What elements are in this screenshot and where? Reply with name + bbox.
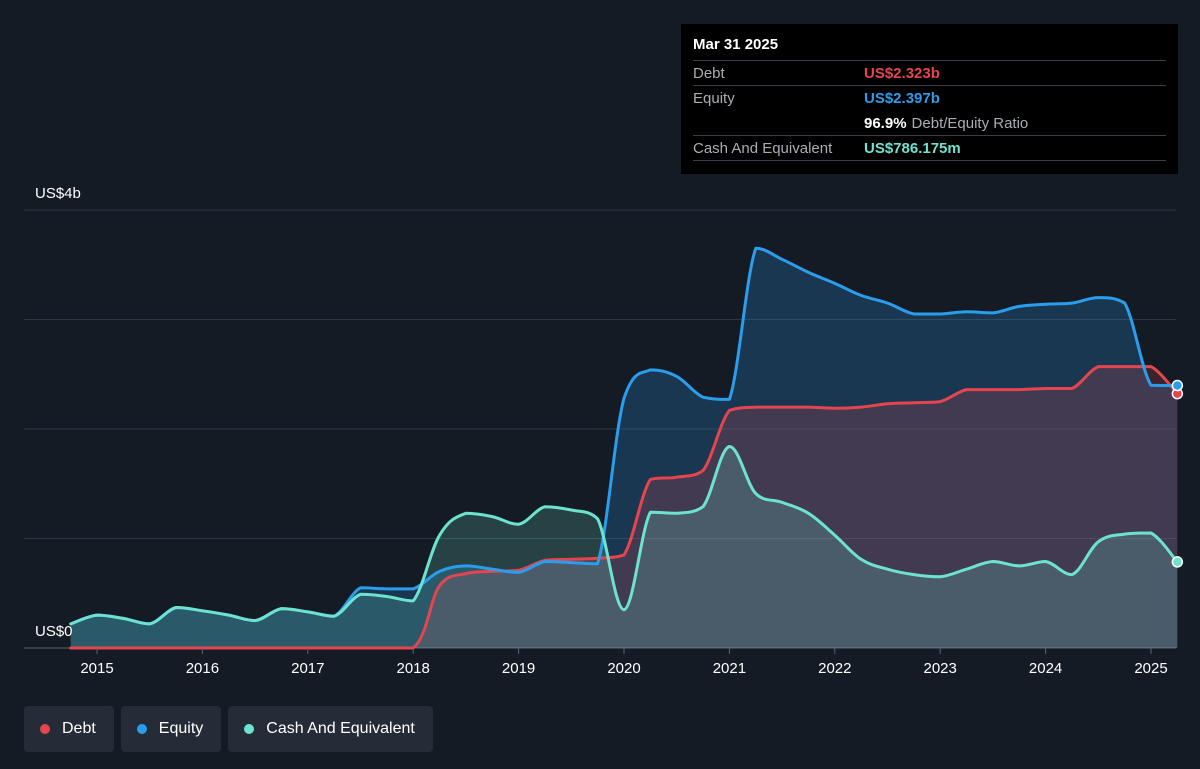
- end-marker-cash-and-equivalent[interactable]: [1171, 556, 1184, 568]
- equity-dot-icon: [136, 724, 147, 734]
- series-lines: [69, 246, 1179, 650]
- legend-label-debt: Debt: [62, 720, 96, 737]
- tooltip-row-cash: Cash And Equivalent US$786.175m: [693, 135, 1166, 161]
- gridlines: [24, 209, 1176, 649]
- x-axis: 2015 2016 2017 2018 2019 2020 2021 2022 2023 2024…: [80, 648, 1168, 677]
- x-tick-label-2021: 2021: [713, 660, 746, 677]
- tooltip-cash-value: US$786.175m: [864, 139, 961, 157]
- end-markers: [1171, 379, 1184, 568]
- legend-item-cash[interactable]: Cash And Equivalent: [228, 706, 433, 752]
- x-tick-label-2015: 2015: [80, 660, 113, 677]
- debt-dot-icon: [40, 724, 50, 734]
- tooltip-row-ratio: 96.9% Debt/Equity Ratio: [693, 110, 1166, 135]
- area-cash-and-equivalent: [70, 446, 1178, 648]
- x-tick-label-2019: 2019: [502, 660, 535, 677]
- tooltip-date: Mar 31 2025: [693, 36, 779, 53]
- area-debt: [70, 366, 1178, 648]
- legend-item-equity[interactable]: Equity: [120, 706, 222, 752]
- x-tick-label-2024: 2024: [1029, 660, 1062, 677]
- tooltip-row-equity: Equity US$2.397b: [693, 85, 1166, 110]
- legend-label-cash: Cash And Equivalent: [266, 720, 415, 737]
- legend-item-debt[interactable]: Debt: [24, 706, 114, 752]
- x-tick-label-2022: 2022: [818, 660, 851, 677]
- x-tick-label-2018: 2018: [397, 660, 430, 677]
- tooltip-row-debt: Debt US$2.323b: [693, 60, 1166, 85]
- end-marker-equity[interactable]: [1171, 379, 1184, 392]
- x-tick-label-2017: 2017: [291, 660, 324, 677]
- area-equity: [70, 248, 1178, 649]
- hover-tooltip: Mar 31 2025 Debt US$2.323b Equity US$2.3…: [681, 24, 1178, 174]
- series-areas: [70, 248, 1178, 649]
- line-cash-and-equivalent: [69, 445, 1179, 626]
- tooltip-equity-value: US$2.397b: [864, 89, 940, 107]
- x-tick-label-2025: 2025: [1134, 660, 1167, 677]
- y-axis: US$4b US$0: [35, 185, 81, 640]
- y-tick-label-0: US$4b: [35, 185, 81, 202]
- x-tick-label-2016: 2016: [186, 660, 219, 677]
- y-tick-label-1: US$0: [35, 623, 73, 640]
- tooltip-equity-label: Equity: [693, 89, 735, 107]
- cash-dot-icon: [244, 724, 255, 734]
- tooltip-cash-label: Cash And Equivalent: [693, 139, 833, 157]
- tooltip-debt-value: US$2.323b: [864, 64, 940, 82]
- legend-label-equity: Equity: [158, 720, 204, 737]
- x-tick-label-2020: 2020: [607, 660, 640, 677]
- tooltip-ratio-label: Debt/Equity Ratio: [911, 114, 1029, 132]
- legend: Debt Equity Cash And Equivalent: [24, 706, 433, 752]
- tooltip-ratio-value: 96.9%: [864, 114, 907, 132]
- x-tick-label-2023: 2023: [924, 660, 957, 677]
- line-debt: [69, 365, 1179, 650]
- tooltip-debt-label: Debt: [693, 64, 725, 82]
